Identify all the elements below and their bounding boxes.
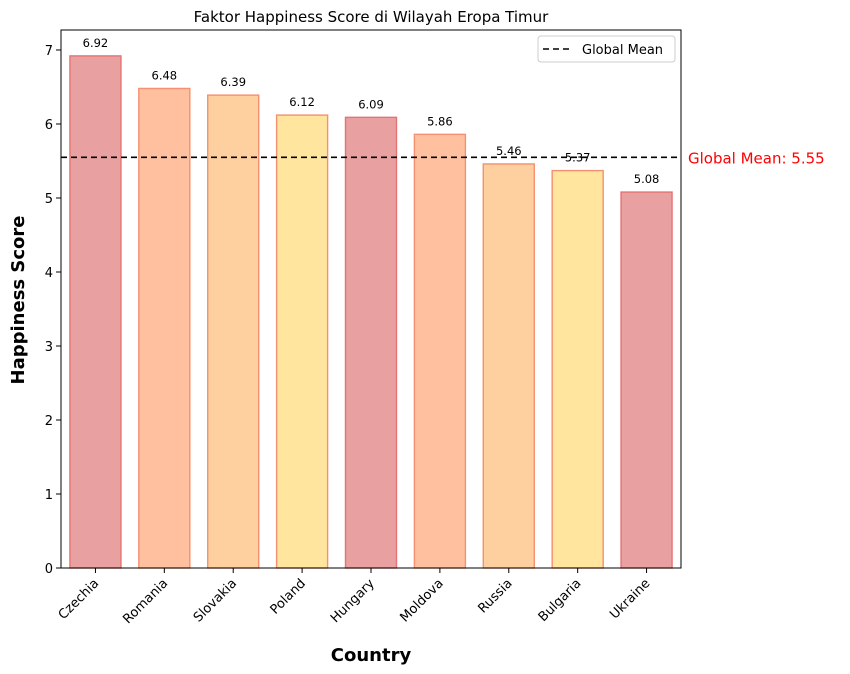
bar-value-label: 5.46 xyxy=(496,144,522,158)
x-axis-ticks: Czechia Romania Slovakia Poland Hungary Moldo… xyxy=(56,568,653,627)
x-tick-label: Moldova xyxy=(397,576,446,625)
bar-russia xyxy=(482,163,535,569)
bar-value-label: 6.92 xyxy=(83,36,109,50)
bar-value-labels: 6.92 6.48 6.39 6.12 6.09 5.86 5.46 5.37 5.08 xyxy=(83,36,660,186)
x-tick-label: Czechia xyxy=(56,576,103,623)
bar-value-label: 6.12 xyxy=(289,95,315,109)
y-tick-label: 6 xyxy=(45,118,53,133)
x-tick-label: Ukraine xyxy=(607,576,653,622)
y-tick-label: 7 xyxy=(45,44,53,59)
y-axis-ticks: 0 1 2 3 4 5 6 7 xyxy=(45,44,61,577)
x-axis-label: Country xyxy=(331,645,412,666)
x-tick-label: Hungary xyxy=(328,576,378,626)
chart-title: Faktor Happiness Score di Wilayah Eropa … xyxy=(194,8,550,26)
bar-hungary xyxy=(344,116,398,569)
x-tick-label: Russia xyxy=(475,576,515,616)
bar-value-label: 6.39 xyxy=(220,75,246,89)
bar-value-label: 5.37 xyxy=(565,151,591,165)
x-tick-label: Bulgaria xyxy=(536,576,585,625)
y-tick-label: 5 xyxy=(45,192,53,207)
x-tick-label: Slovakia xyxy=(191,576,240,625)
bar-value-label: 5.08 xyxy=(634,172,660,186)
bar-value-label: 6.09 xyxy=(358,97,384,111)
bar-czechia xyxy=(69,55,122,569)
bar-slovakia xyxy=(207,94,260,569)
legend-label: Global Mean xyxy=(582,43,663,58)
x-tick-label: Poland xyxy=(268,576,309,617)
bar-bulgaria xyxy=(551,169,604,569)
y-tick-label: 2 xyxy=(45,414,53,429)
y-tick-label: 3 xyxy=(45,340,53,355)
bar-value-label: 5.86 xyxy=(427,114,453,128)
y-tick-label: 1 xyxy=(45,488,53,503)
y-tick-label: 4 xyxy=(45,266,53,281)
legend-box xyxy=(537,35,676,63)
bars xyxy=(69,55,673,569)
bar-poland xyxy=(275,114,329,569)
y-tick-label: 0 xyxy=(45,562,53,577)
bar-value-label: 6.48 xyxy=(152,68,178,82)
bar-moldova xyxy=(413,133,467,569)
plot-area xyxy=(60,29,682,569)
bar-ukraine xyxy=(620,191,673,569)
global-mean-annotation: Global Mean: 5.55 xyxy=(688,149,825,167)
bar-romania xyxy=(138,87,191,569)
y-axis-label: Happiness Score xyxy=(8,216,29,385)
x-tick-label: Romania xyxy=(120,576,171,627)
legend: Global Mean xyxy=(537,35,676,63)
